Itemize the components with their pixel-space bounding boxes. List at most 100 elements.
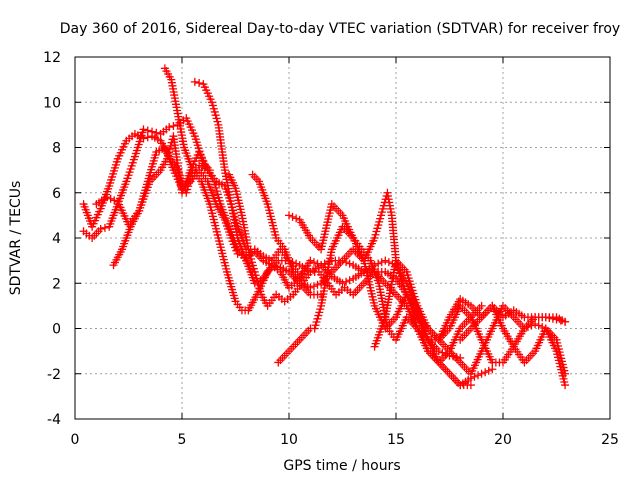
series-trace bbox=[195, 79, 204, 88]
series-trace bbox=[159, 125, 171, 136]
series-trace bbox=[226, 173, 239, 190]
series-trace bbox=[258, 293, 270, 308]
series-trace bbox=[331, 256, 343, 265]
series-trace bbox=[317, 203, 336, 251]
y-tick-label: 0 bbox=[52, 322, 61, 338]
y-tick-label: 10 bbox=[43, 95, 61, 111]
series-trace bbox=[308, 236, 323, 252]
series-trace bbox=[458, 304, 473, 319]
series-trace bbox=[283, 292, 295, 304]
series-trace bbox=[404, 315, 420, 331]
data-point bbox=[477, 369, 486, 378]
data-point bbox=[148, 127, 157, 136]
series-trace bbox=[351, 236, 364, 251]
series-trace bbox=[205, 168, 219, 183]
y-tick-label: 4 bbox=[52, 231, 61, 247]
series-trace bbox=[276, 349, 291, 365]
series-trace bbox=[221, 169, 235, 205]
series-trace bbox=[320, 258, 333, 268]
series-trace bbox=[262, 258, 274, 268]
series-trace bbox=[414, 304, 431, 330]
series-trace bbox=[297, 326, 313, 342]
data-point bbox=[139, 125, 148, 134]
series-trace bbox=[228, 237, 241, 255]
series-trace bbox=[136, 180, 151, 212]
series-trace bbox=[478, 327, 495, 353]
series-trace bbox=[110, 247, 125, 267]
series-trace bbox=[288, 258, 301, 268]
data-point bbox=[477, 301, 486, 310]
series-trace bbox=[309, 280, 322, 291]
series-trace bbox=[82, 229, 94, 240]
series-trace bbox=[152, 128, 161, 137]
series-trace bbox=[447, 372, 463, 387]
series-trace bbox=[174, 112, 188, 149]
series-trace bbox=[543, 326, 559, 342]
series-trace bbox=[342, 276, 354, 286]
series-trace bbox=[201, 161, 212, 172]
series-trace bbox=[213, 202, 228, 222]
series-trace bbox=[238, 214, 252, 251]
data-point bbox=[285, 211, 293, 220]
series-trace bbox=[227, 203, 242, 239]
series-trace bbox=[447, 349, 463, 365]
series-trace bbox=[426, 349, 441, 365]
series-trace bbox=[180, 179, 192, 190]
series-trace bbox=[198, 180, 213, 206]
series-trace bbox=[438, 348, 450, 359]
chart-title: Day 360 of 2016, Sidereal Day-to-day VTE… bbox=[60, 21, 620, 37]
series-trace bbox=[299, 270, 313, 285]
series-arc-12 bbox=[456, 301, 570, 378]
series-trace bbox=[436, 360, 452, 376]
series-trace bbox=[367, 259, 382, 285]
series-trace bbox=[119, 225, 134, 251]
series-trace bbox=[489, 304, 506, 330]
series-trace bbox=[523, 321, 536, 331]
series-trace bbox=[106, 157, 121, 187]
series-trace bbox=[360, 259, 378, 307]
series-trace bbox=[385, 327, 398, 341]
series-trace bbox=[470, 371, 483, 381]
series-arc-4 bbox=[109, 143, 326, 299]
series-trace bbox=[371, 214, 385, 239]
series-trace bbox=[197, 163, 209, 173]
series-trace bbox=[309, 290, 322, 299]
series-trace bbox=[215, 178, 226, 189]
series-trace bbox=[394, 258, 409, 274]
series-trace bbox=[374, 258, 386, 268]
series-trace bbox=[158, 157, 170, 172]
series-trace bbox=[403, 271, 421, 307]
series-trace bbox=[277, 256, 290, 265]
series-trace bbox=[115, 139, 129, 160]
series-trace bbox=[436, 338, 452, 353]
series-trace bbox=[190, 168, 204, 183]
series-trace bbox=[553, 350, 569, 386]
series-trace bbox=[287, 276, 302, 290]
series-trace bbox=[196, 151, 211, 172]
series-trace bbox=[330, 274, 344, 286]
series-trace bbox=[197, 168, 210, 183]
series-trace bbox=[123, 155, 138, 183]
series-trace bbox=[325, 282, 338, 296]
x-tick-label: 5 bbox=[178, 432, 187, 448]
series-trace bbox=[270, 263, 282, 274]
series-trace bbox=[252, 249, 266, 263]
series-trace bbox=[155, 145, 167, 155]
series-trace bbox=[234, 236, 250, 262]
series-trace bbox=[351, 262, 366, 275]
series-trace bbox=[288, 212, 301, 223]
data-series bbox=[79, 64, 570, 390]
series-trace bbox=[469, 315, 484, 331]
data-point bbox=[233, 249, 242, 258]
gridlines bbox=[75, 57, 610, 419]
series-trace bbox=[329, 258, 345, 274]
series-trace bbox=[500, 327, 517, 349]
series-trace bbox=[256, 180, 271, 206]
series-trace bbox=[170, 169, 185, 190]
series-trace bbox=[317, 248, 336, 307]
series-trace bbox=[343, 286, 355, 297]
series-trace bbox=[522, 349, 537, 365]
series-trace bbox=[449, 352, 461, 362]
series-trace bbox=[162, 67, 174, 81]
